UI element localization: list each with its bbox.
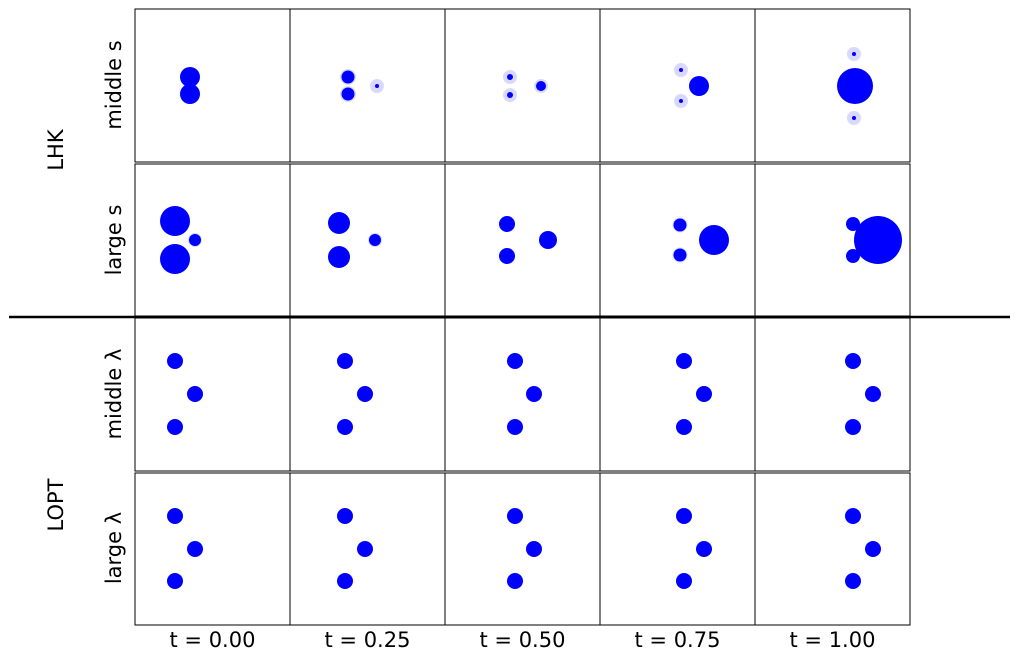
particle: [845, 573, 861, 589]
panel: [134, 163, 291, 317]
column-label: t = 1.00: [790, 628, 876, 652]
particle: [696, 386, 712, 402]
panel: [289, 163, 446, 317]
particle: [369, 234, 381, 246]
particle: [167, 573, 183, 589]
particle: [187, 541, 203, 557]
particle: [845, 419, 861, 435]
panel: [599, 472, 756, 626]
particle: [337, 508, 353, 524]
panel: [599, 8, 756, 163]
particle: [167, 419, 183, 435]
particle: [507, 508, 523, 524]
panel: [444, 8, 601, 163]
particle: [837, 68, 873, 104]
particle: [507, 573, 523, 589]
row-label: large s: [102, 205, 126, 276]
particle: [852, 52, 856, 56]
panel: [599, 163, 756, 317]
particle: [845, 353, 861, 369]
particle: [846, 249, 860, 263]
particle: [180, 84, 200, 104]
particle: [507, 74, 513, 80]
particle: [341, 70, 355, 84]
particle: [507, 419, 523, 435]
particle: [854, 216, 902, 264]
particle: [167, 508, 183, 524]
row-label: middle s: [102, 40, 126, 129]
particle: [499, 248, 515, 264]
particle: [536, 81, 546, 91]
particle: [337, 419, 353, 435]
panel: [444, 163, 601, 317]
particle: [679, 99, 683, 103]
particle: [189, 234, 201, 246]
panel: [754, 317, 911, 472]
panel: [134, 472, 291, 626]
particle: [375, 84, 379, 88]
particle: [357, 386, 373, 402]
particle: [341, 87, 355, 101]
particle: [846, 217, 860, 231]
particle: [699, 225, 729, 255]
particle: [673, 248, 687, 262]
particle: [180, 67, 200, 87]
column-label: t = 0.75: [635, 628, 721, 652]
particle: [845, 508, 861, 524]
particle: [337, 573, 353, 589]
particle: [676, 419, 692, 435]
group-label: LOPT: [44, 478, 68, 531]
particle: [676, 573, 692, 589]
particle: [167, 353, 183, 369]
particle: [357, 541, 373, 557]
column-label: t = 0.50: [480, 628, 566, 652]
column-label: t = 0.25: [325, 628, 411, 652]
row-label: middle λ: [102, 349, 126, 440]
particle: [673, 218, 687, 232]
panel: [444, 317, 601, 472]
particle: [160, 244, 190, 274]
particle: [507, 353, 523, 369]
particle: [499, 216, 515, 232]
particle: [507, 92, 513, 98]
panel: [754, 472, 911, 626]
particle: [865, 386, 881, 402]
row-label: large λ: [102, 512, 126, 584]
particle: [679, 68, 683, 72]
particle: [676, 508, 692, 524]
particle: [328, 212, 350, 234]
particle: [696, 541, 712, 557]
particle: [160, 206, 190, 236]
particle: [526, 386, 542, 402]
particle: [676, 353, 692, 369]
group-label: LHK: [44, 128, 68, 170]
particle: [337, 353, 353, 369]
panel: [444, 472, 601, 626]
panel: [134, 8, 291, 163]
particle: [689, 76, 709, 96]
column-label: t = 0.00: [170, 628, 256, 652]
particle: [187, 386, 203, 402]
particle: [539, 231, 557, 249]
panel: [754, 8, 911, 163]
particle: [526, 541, 542, 557]
particle: [328, 246, 350, 268]
panel: [134, 317, 291, 472]
particle: [865, 541, 881, 557]
panel: [599, 317, 756, 472]
particle: [852, 116, 856, 120]
panel: [289, 8, 446, 163]
